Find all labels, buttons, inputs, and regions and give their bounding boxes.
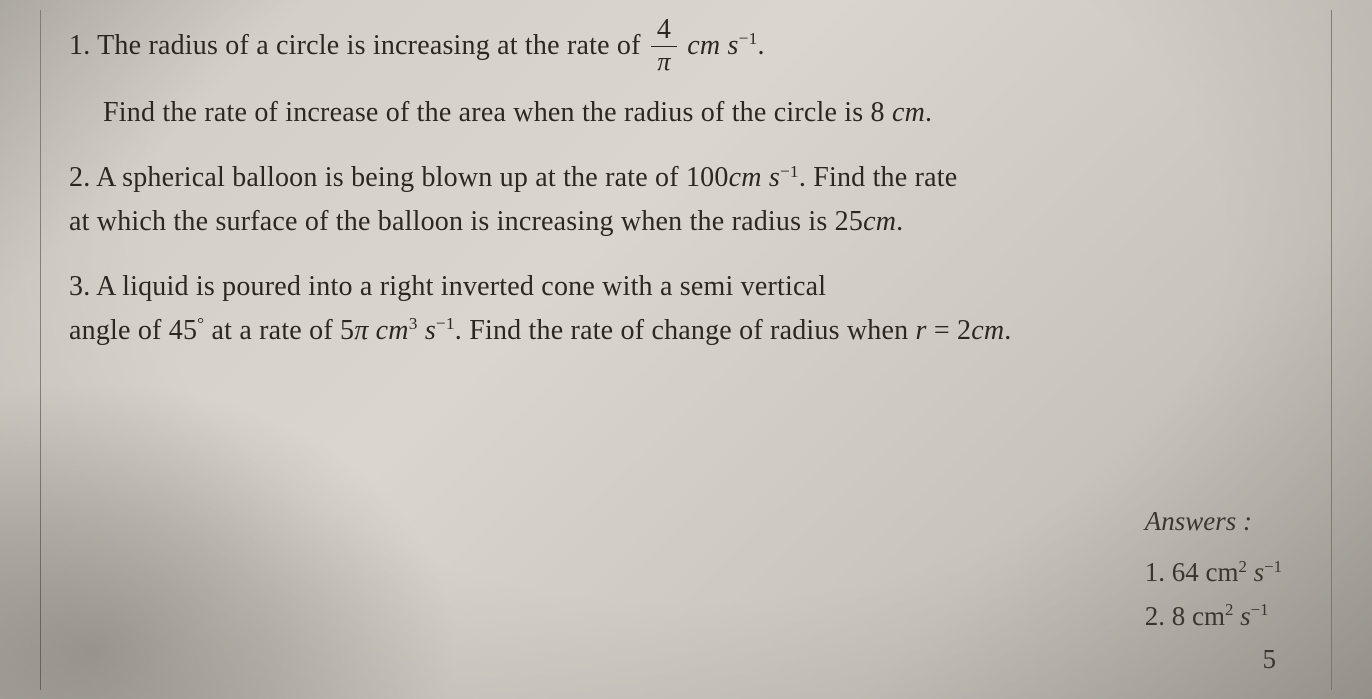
problem-3-text-e: = 2 (927, 315, 972, 346)
unit-cm: cm (729, 162, 762, 193)
fraction-numerator: 4 (651, 16, 677, 47)
unit-cm: cm (368, 315, 408, 346)
problem-3-number: 3. (69, 271, 90, 302)
problem-1-line-2: Find the rate of increase of the area wh… (69, 91, 1303, 134)
unit-s: s (720, 30, 738, 61)
problem-3-line-2: angle of 45° at a rate of 5π cm3 s−1. Fi… (69, 309, 1303, 352)
unit-s: s (418, 315, 436, 346)
unit-cm: cm (863, 206, 896, 237)
answer-2-value: 8 cm (1165, 601, 1225, 631)
problem-3-text-b: angle of 45 (69, 315, 197, 346)
exponent-3: 3 (409, 314, 418, 333)
problem-2-text-a: A spherical balloon is being blown up at… (96, 162, 729, 193)
degree-symbol: ° (197, 314, 204, 333)
problem-2-text-b: . Find the rate (799, 162, 958, 193)
answer-2: 2. 8 cm2 s−1 (1145, 595, 1282, 638)
exponent-2: 2 (1239, 557, 1247, 576)
unit-cm: cm (892, 97, 925, 128)
unit-s: s (1233, 601, 1250, 631)
problem-3-line-1: 3. A liquid is poured into a right inver… (69, 265, 1303, 308)
unit-s: s (1247, 557, 1264, 587)
answers-label: Answers : (1145, 506, 1282, 537)
fraction-denominator: π (651, 47, 677, 75)
exponent-neg1: −1 (1251, 600, 1269, 619)
exponent-neg1: −1 (1264, 557, 1282, 576)
problem-2-number: 2. (69, 162, 90, 193)
answer-3-numerator: 5 (1263, 644, 1277, 674)
problem-2-line-1: 2. A spherical balloon is being blown up… (69, 156, 1303, 199)
problem-1: 1. The radius of a circle is increasing … (69, 18, 1303, 134)
problem-1-line-1: 1. The radius of a circle is increasing … (69, 18, 1303, 77)
unit-s: s (762, 162, 780, 193)
problem-3-text-d: . Find the rate of change of radius when (455, 315, 916, 346)
exponent-neg1: −1 (739, 29, 758, 48)
page: 1. The radius of a circle is increasing … (0, 0, 1372, 699)
period: . (1004, 315, 1011, 346)
problem-1-text-a: The radius of a circle is increasing at … (97, 30, 648, 61)
period: . (757, 30, 764, 61)
exponent-2: 2 (1225, 600, 1233, 619)
problem-2-line-2: at which the surface of the balloon is i… (69, 200, 1303, 243)
content-box: 1. The radius of a circle is increasing … (40, 10, 1332, 690)
unit-cm: cm (687, 30, 720, 61)
problem-3: 3. A liquid is poured into a right inver… (69, 265, 1303, 352)
problem-1-number: 1. (69, 30, 90, 61)
variable-r: r (916, 315, 927, 346)
answers-block: Answers : 1. 64 cm2 s−1 2. 8 cm2 s−1 5 (1145, 506, 1282, 681)
pi-symbol: π (354, 315, 368, 346)
unit-cm: cm (971, 315, 1004, 346)
period: . (925, 97, 932, 128)
problem-3-text-c: at a rate of 5 (204, 315, 354, 346)
period: . (896, 206, 903, 237)
answer-2-number: 2. (1145, 601, 1165, 631)
problem-1-text-b: Find the rate of increase of the area wh… (103, 97, 892, 128)
problem-3-text-a: A liquid is poured into a right inverted… (96, 271, 826, 302)
exponent-neg1: −1 (780, 162, 799, 181)
fraction-4-over-pi: 4 π (651, 16, 677, 75)
problem-2-text-c: at which the surface of the balloon is i… (69, 206, 863, 237)
problem-2: 2. A spherical balloon is being blown up… (69, 156, 1303, 243)
answer-3-partial: 5 (1145, 638, 1282, 681)
exponent-neg1: −1 (436, 314, 455, 333)
answer-1: 1. 64 cm2 s−1 (1145, 551, 1282, 594)
answer-1-value: 64 cm (1165, 557, 1239, 587)
answer-1-number: 1. (1145, 557, 1165, 587)
